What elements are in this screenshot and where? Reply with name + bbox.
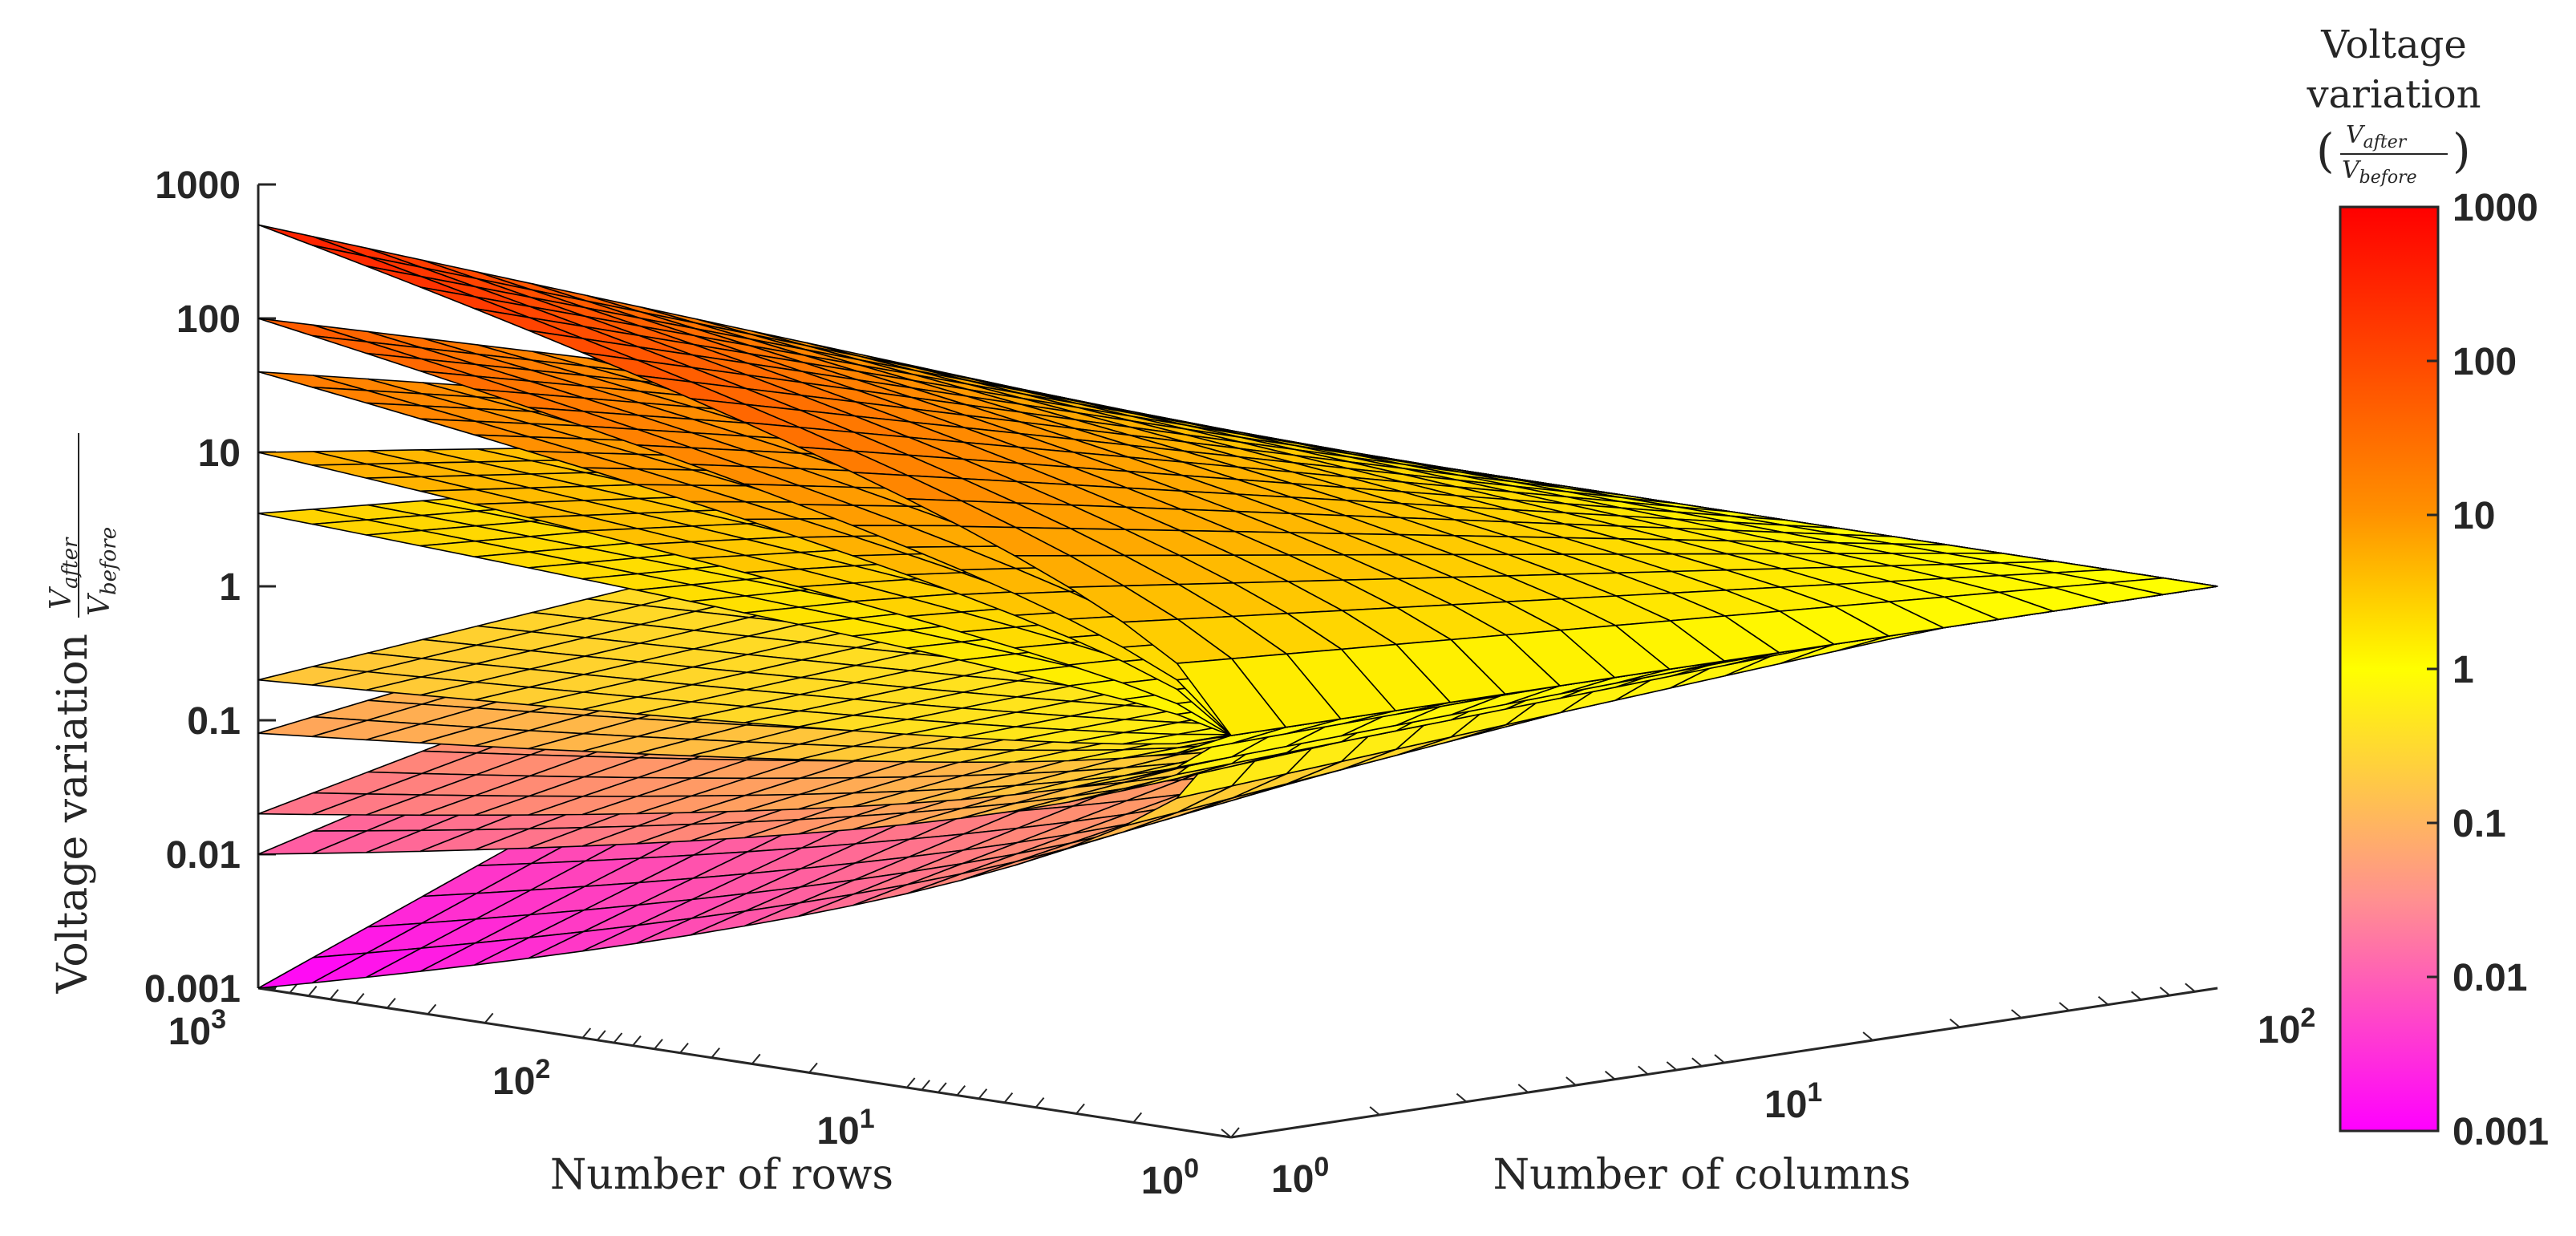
x-minor-tick bbox=[956, 1084, 966, 1096]
x-minor-tick bbox=[711, 1048, 721, 1059]
y-minor-tick bbox=[1666, 1061, 1678, 1071]
y-axis-label: Number of columns bbox=[1493, 1151, 1911, 1199]
y-minor-tick bbox=[2011, 1009, 2022, 1019]
y-tick-label: 102 bbox=[2258, 1003, 2315, 1052]
y-minor-tick bbox=[2059, 1002, 2070, 1011]
x-minor-tick bbox=[329, 989, 339, 1000]
z-tick-label: 10 bbox=[198, 432, 241, 475]
x-minor-tick bbox=[613, 1032, 623, 1044]
z-label-denominator: Vbefore bbox=[83, 527, 121, 616]
x-minor-tick bbox=[654, 1039, 663, 1050]
x-axis-label: Number of rows bbox=[550, 1151, 893, 1199]
colorbar-title-fraction: ( Vafter Vbefore ) bbox=[2316, 121, 2471, 188]
surface-layer bbox=[257, 224, 2218, 736]
surface-face bbox=[1176, 658, 1287, 736]
y-minor-tick bbox=[1638, 1065, 1649, 1076]
x-minor-tick bbox=[921, 1080, 930, 1091]
x-minor-tick bbox=[427, 1003, 437, 1015]
z-axis-label-fraction: Vafter Vbefore bbox=[45, 433, 121, 618]
y-tick-label: 101 bbox=[1764, 1077, 1822, 1126]
colorbar-tick-labels: 1000 100 10 1 0.1 0.01 0.001 bbox=[2427, 187, 2549, 1153]
surface-meshes bbox=[257, 224, 2218, 989]
x-minor-tick bbox=[1075, 1103, 1085, 1115]
x-minor-tick bbox=[1003, 1092, 1014, 1104]
y-minor-tick bbox=[1517, 1084, 1529, 1093]
z-tick-marks bbox=[258, 183, 276, 990]
colorbar-tick-label: 0.1 bbox=[2452, 803, 2506, 845]
x-minor-tick bbox=[307, 985, 318, 997]
z-axis-label: Voltage variation Vafter Vbefore bbox=[45, 433, 121, 994]
y-minor-tick bbox=[1369, 1106, 1380, 1116]
z-tick-label: 0.1 bbox=[187, 700, 241, 743]
z-tick-label: 0.001 bbox=[144, 968, 241, 1011]
z-axis-label-text: Voltage variation bbox=[49, 634, 97, 994]
x-tick-label: 101 bbox=[816, 1104, 874, 1153]
x-minor-tick bbox=[1035, 1097, 1045, 1108]
colorbar: Voltage variation ( Vafter Vbefore ) 100… bbox=[2306, 22, 2549, 1153]
x-minor-tick bbox=[679, 1043, 689, 1054]
colorbar-tick-label: 1000 bbox=[2452, 187, 2538, 229]
x-tick-marks bbox=[272, 980, 1240, 1138]
x-tick-labels: 103 102 101 100 bbox=[168, 1004, 1199, 1202]
y-minor-tick bbox=[1691, 1057, 1703, 1068]
z-tick-labels: 1000 100 10 1 0.1 0.01 0.001 bbox=[144, 164, 241, 1011]
x-minor-tick bbox=[632, 1035, 642, 1047]
colorbar-tick-label: 0.01 bbox=[2452, 957, 2527, 999]
z-tick-label: 1 bbox=[219, 566, 241, 609]
y-minor-tick bbox=[1604, 1070, 1616, 1080]
y-minor-tick bbox=[1565, 1076, 1577, 1086]
colorbar-title-line1: Voltage bbox=[2320, 22, 2467, 67]
colorbar-gradient bbox=[2339, 205, 2440, 1133]
y-minor-tick bbox=[1714, 1054, 1725, 1064]
x-minor-tick bbox=[387, 998, 396, 1009]
x-axis-line bbox=[257, 987, 1232, 1139]
colorbar-tick-label: 1 bbox=[2452, 649, 2474, 691]
colorbar-open-paren: ( bbox=[2316, 124, 2335, 178]
x-minor-tick bbox=[354, 993, 365, 1004]
z-tick-label: 100 bbox=[176, 298, 241, 341]
y-minor-tick bbox=[2097, 995, 2109, 1006]
y-tick-labels: 100 101 102 bbox=[1271, 1003, 2315, 1201]
x-minor-tick bbox=[938, 1082, 947, 1093]
z-tick-label: 0.01 bbox=[166, 834, 241, 877]
y-tick-marks bbox=[1221, 983, 2196, 1138]
colorbar-tick-label: 100 bbox=[2452, 341, 2517, 383]
x-minor-tick bbox=[1230, 1127, 1240, 1138]
x-minor-tick bbox=[751, 1053, 761, 1065]
z-tick-label: 1000 bbox=[155, 164, 241, 207]
z-label-numerator: Vafter bbox=[45, 537, 83, 610]
surface-face bbox=[257, 224, 367, 257]
x-tick-label: 102 bbox=[492, 1054, 550, 1103]
colorbar-tick-label: 0.001 bbox=[2452, 1111, 2549, 1153]
colorbar-fraction-denominator: Vbefore bbox=[2342, 156, 2417, 188]
colorbar-fraction-numerator: Vafter bbox=[2346, 121, 2408, 152]
x-minor-tick bbox=[597, 1030, 606, 1041]
colorbar-tick-label: 10 bbox=[2452, 495, 2495, 537]
y-minor-tick bbox=[2185, 983, 2196, 993]
colorbar-title-line2: variation bbox=[2306, 72, 2481, 117]
x-minor-tick bbox=[581, 1027, 592, 1039]
x-tick-label: 100 bbox=[1141, 1153, 1199, 1202]
y-tick-label: 100 bbox=[1271, 1152, 1329, 1201]
x-minor-tick bbox=[1132, 1112, 1143, 1123]
colorbar-close-paren: ) bbox=[2452, 124, 2471, 178]
x-tick-label: 103 bbox=[168, 1004, 226, 1053]
y-minor-tick bbox=[1949, 1018, 1961, 1028]
y-minor-tick bbox=[2131, 991, 2142, 1001]
y-minor-tick bbox=[1862, 1031, 1873, 1041]
x-minor-tick bbox=[905, 1077, 916, 1088]
x-minor-tick bbox=[484, 1012, 494, 1023]
y-minor-tick bbox=[2159, 987, 2171, 996]
x-minor-tick bbox=[978, 1088, 988, 1100]
y-minor-tick bbox=[1221, 1129, 1232, 1138]
y-minor-tick bbox=[1456, 1092, 1468, 1103]
x-minor-tick bbox=[808, 1062, 818, 1073]
